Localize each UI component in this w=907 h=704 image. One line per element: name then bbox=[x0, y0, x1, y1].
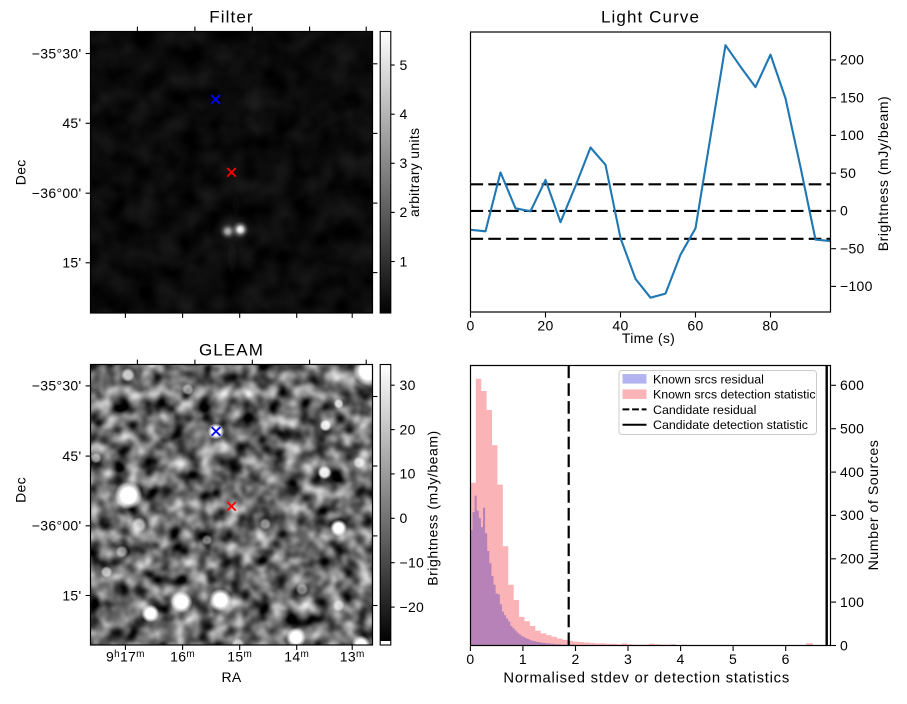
svg-text:0: 0 bbox=[466, 651, 474, 667]
svg-text:40: 40 bbox=[612, 318, 628, 334]
svg-text:0: 0 bbox=[840, 637, 848, 653]
svg-text:100: 100 bbox=[840, 594, 864, 610]
svg-text:−35°30': −35°30' bbox=[32, 45, 82, 61]
svg-text:100: 100 bbox=[840, 127, 864, 143]
svg-text:2: 2 bbox=[571, 651, 579, 667]
svg-text:arbitrary units: arbitrary units bbox=[406, 128, 422, 217]
svg-text:RA: RA bbox=[221, 669, 241, 685]
svg-text:4: 4 bbox=[677, 651, 685, 667]
svg-text:600: 600 bbox=[840, 377, 864, 393]
svg-text:5: 5 bbox=[400, 57, 408, 73]
svg-text:0: 0 bbox=[400, 510, 408, 526]
svg-text:0: 0 bbox=[466, 318, 474, 334]
svg-text:60: 60 bbox=[687, 318, 703, 334]
svg-text:Candidate detection statistic: Candidate detection statistic bbox=[653, 418, 808, 432]
svg-text:200: 200 bbox=[840, 551, 864, 567]
svg-text:50: 50 bbox=[840, 165, 856, 181]
svg-text:500: 500 bbox=[840, 421, 864, 437]
svg-text:Normalised stdev or detection: Normalised stdev or detection statistics bbox=[503, 671, 790, 687]
svg-text:30: 30 bbox=[400, 377, 416, 393]
svg-text:150: 150 bbox=[840, 90, 864, 106]
svg-text:1: 1 bbox=[519, 651, 527, 667]
svg-text:Known srcs residual: Known srcs residual bbox=[653, 372, 764, 386]
svg-text:−10: −10 bbox=[400, 555, 425, 571]
svg-text:Time (s): Time (s) bbox=[622, 330, 675, 346]
svg-text:−36°00': −36°00' bbox=[32, 185, 82, 201]
svg-text:200: 200 bbox=[840, 52, 864, 68]
svg-text:3: 3 bbox=[400, 155, 408, 171]
svg-text:Candidate residual: Candidate residual bbox=[653, 403, 756, 417]
svg-text:45': 45' bbox=[62, 115, 81, 131]
svg-text:Dec: Dec bbox=[13, 477, 29, 503]
svg-text:20: 20 bbox=[400, 421, 416, 437]
svg-text:6: 6 bbox=[782, 651, 790, 667]
svg-text:2: 2 bbox=[400, 204, 408, 220]
svg-text:15': 15' bbox=[62, 587, 81, 603]
svg-text:−36°00': −36°00' bbox=[32, 518, 82, 534]
svg-text:15': 15' bbox=[62, 255, 81, 271]
svg-text:Number of Sources: Number of Sources bbox=[866, 440, 882, 571]
svg-text:400: 400 bbox=[840, 464, 864, 480]
svg-text:20: 20 bbox=[537, 318, 553, 334]
svg-text:3: 3 bbox=[624, 651, 632, 667]
svg-text:−20: −20 bbox=[400, 599, 425, 615]
svg-text:Filter: Filter bbox=[209, 8, 253, 27]
svg-text:4: 4 bbox=[400, 106, 408, 122]
svg-text:−35°30': −35°30' bbox=[32, 378, 82, 394]
svg-text:−100: −100 bbox=[840, 278, 873, 294]
svg-text:Light Curve: Light Curve bbox=[601, 8, 700, 27]
svg-text:10: 10 bbox=[400, 466, 416, 482]
svg-text:1: 1 bbox=[400, 253, 408, 269]
svg-text:−50: −50 bbox=[840, 241, 865, 257]
svg-text:Dec: Dec bbox=[13, 159, 29, 185]
svg-text:Known srcs detection statistic: Known srcs detection statistic bbox=[653, 388, 816, 402]
svg-text:Brightness (mJy/beam): Brightness (mJy/beam) bbox=[875, 96, 891, 251]
svg-text:300: 300 bbox=[840, 507, 864, 523]
svg-text:0: 0 bbox=[840, 203, 848, 219]
svg-text:GLEAM: GLEAM bbox=[199, 340, 264, 359]
svg-text:Brightness (mJy/beam): Brightness (mJy/beam) bbox=[425, 430, 441, 585]
svg-text:80: 80 bbox=[762, 318, 778, 334]
svg-text:45': 45' bbox=[62, 448, 81, 464]
svg-text:5: 5 bbox=[729, 651, 737, 667]
